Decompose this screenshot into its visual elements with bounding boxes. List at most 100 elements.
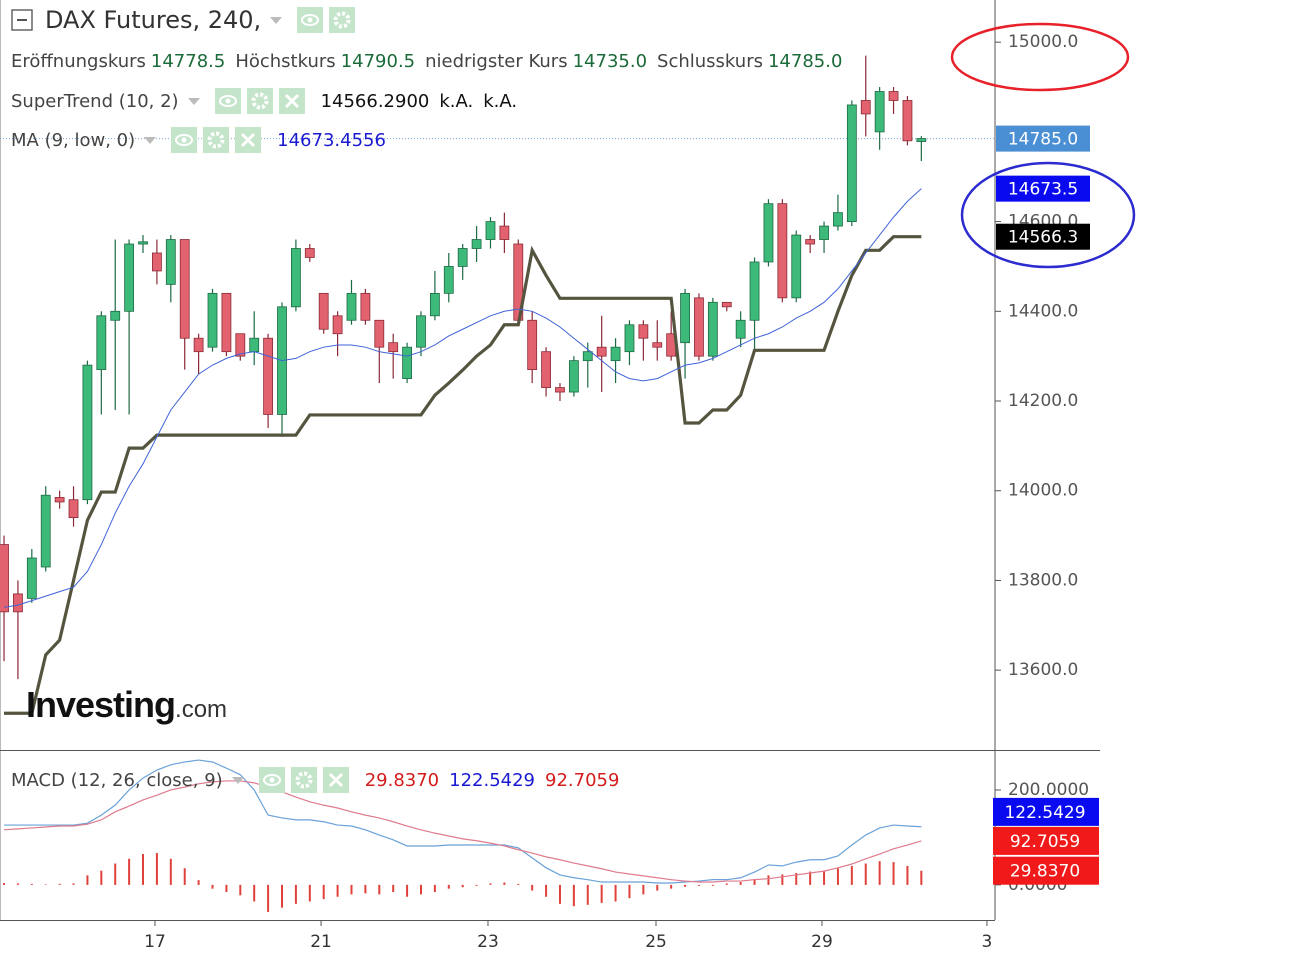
dropdown[interactable]: [187, 96, 201, 106]
price-badge-label: 14673.5: [1008, 180, 1078, 200]
candle-body: [152, 252, 162, 272]
candle-body: [680, 292, 690, 344]
candle-body: [68, 499, 79, 519]
candle-body: [40, 494, 51, 568]
settings-button[interactable]: [290, 767, 317, 793]
price-badge-label: 14566.3: [1008, 228, 1078, 248]
visibility-toggle[interactable]: [297, 7, 324, 33]
candle-body: [263, 337, 274, 415]
watermark: Investing.com: [26, 684, 227, 726]
remove-button[interactable]: [235, 127, 262, 153]
y-tick-label: 14200.0: [1008, 391, 1078, 411]
candle-body: [318, 292, 329, 330]
visibility-toggle[interactable]: [258, 767, 285, 793]
candle-body: [707, 301, 718, 357]
candle-body: [596, 346, 607, 357]
candle-body: [124, 243, 135, 312]
settings-button[interactable]: [246, 88, 273, 114]
x-tick-label: 25: [645, 932, 667, 952]
legend-value: 14790.5: [340, 51, 416, 72]
indicator-name: SuperTrend (10, 2): [11, 90, 179, 112]
macd-plot: [3, 759, 923, 912]
indicator-value: 14673.4556: [277, 129, 386, 151]
watermark-text: .com: [175, 696, 228, 723]
macd-line: [3, 780, 922, 883]
candle-body: [82, 364, 93, 501]
dropdown[interactable]: [269, 15, 283, 25]
remove-button[interactable]: [322, 767, 349, 793]
x-tick-label: 29: [811, 932, 833, 952]
indicator-line: [3, 188, 922, 608]
candle-body: [429, 292, 440, 317]
macd-legend: MACD (12, 26, close, 9) 29.8370 122.5429…: [11, 767, 619, 793]
candle-body: [833, 212, 843, 227]
price-badge: [996, 175, 1090, 202]
collapse-button[interactable]: [11, 9, 33, 31]
axes: 15000.014600.014400.014200.014000.013800…: [144, 32, 1089, 952]
candle-body: [110, 310, 121, 321]
candle-body: [499, 225, 510, 240]
candle-body: [610, 346, 621, 362]
candle-body: [346, 292, 357, 321]
candle-body: [541, 351, 551, 388]
ma-legend: MA (9, low, 0) 14673.4556: [11, 127, 386, 153]
legend-name: niedrigster Kurs: [425, 51, 568, 72]
candle-body: [735, 319, 746, 339]
candle-body: [749, 261, 760, 321]
legend-value: 14735.0: [572, 51, 648, 72]
ohlc-legend: Eröffnungskurs 14778.5 Höchstkurs 14790.…: [11, 51, 842, 72]
candle-body: [638, 324, 649, 339]
indicator-value: 14566.2900: [320, 90, 430, 112]
candle-body: [249, 337, 260, 353]
candle-body: [221, 292, 232, 353]
dropdown[interactable]: [231, 775, 245, 785]
candle-body: [860, 100, 871, 115]
candle-body: [96, 315, 107, 371]
candle-body: [652, 342, 663, 348]
candle-body: [582, 351, 593, 362]
candle-body: [13, 593, 23, 613]
y-tick-label: 14000.0: [1008, 481, 1078, 501]
settings-button[interactable]: [203, 127, 230, 153]
visibility-toggle[interactable]: [171, 127, 198, 153]
candle-body: [402, 346, 412, 379]
candle-body: [165, 239, 176, 285]
legend-name: Höchstkurs: [235, 51, 336, 72]
x-tick-label: 21: [310, 932, 332, 952]
price-badge: [996, 223, 1090, 250]
candle-body: [763, 203, 774, 263]
candle-body: [0, 544, 9, 613]
candle-body: [360, 292, 371, 321]
candle-body: [179, 239, 190, 339]
settings-button[interactable]: [329, 7, 356, 33]
candle-body: [624, 324, 635, 353]
y-tick-label: 13800.0: [1008, 570, 1078, 590]
candle-body: [471, 239, 482, 249]
remove-button[interactable]: [278, 88, 305, 114]
candle-body: [888, 91, 899, 101]
candle-body: [721, 301, 732, 308]
candle-body: [193, 337, 204, 353]
candle-body: [457, 248, 468, 267]
supertrend-legend: SuperTrend (10, 2) 14566.2900 k.A. k.A.: [11, 88, 517, 114]
candle-body: [291, 248, 301, 308]
macd-badge-label: 92.7059: [1010, 832, 1080, 852]
dropdown[interactable]: [143, 135, 157, 145]
candle-body: [416, 315, 426, 348]
indicator-value: k.A.: [483, 90, 518, 112]
indicator-value: k.A.: [439, 90, 474, 112]
macd-badge: [993, 797, 1099, 826]
indicator-name: MA (9, low, 0): [11, 129, 136, 151]
blue-ellipse: [960, 161, 1136, 269]
indicator-line: [4, 235, 922, 715]
candle-body: [443, 266, 454, 294]
macd-badge: [993, 856, 1099, 885]
x-tick-label: 17: [144, 932, 166, 952]
macd-badge: [993, 826, 1099, 855]
candle-body: [777, 203, 788, 299]
candle-body: [555, 387, 565, 393]
visibility-toggle[interactable]: [214, 88, 241, 114]
candle-body: [374, 319, 385, 348]
